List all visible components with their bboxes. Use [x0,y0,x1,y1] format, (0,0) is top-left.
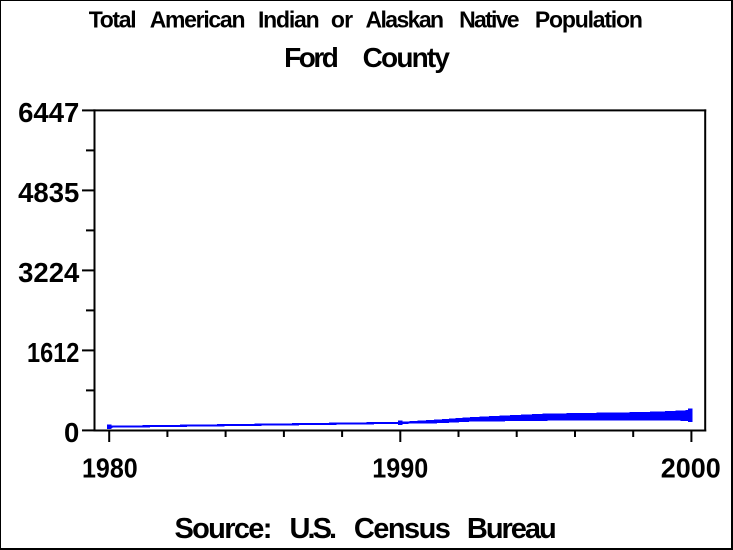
svg-text:6447: 6447 [18,97,79,128]
svg-text:Source:: Source: [175,513,273,545]
svg-text:U.S.: U.S. [290,513,338,545]
svg-text:3224: 3224 [18,257,80,288]
svg-text:Ford: Ford [284,42,339,73]
svg-text:0: 0 [64,417,79,448]
svg-text:1990: 1990 [372,453,428,484]
svg-text:2000: 2000 [661,453,721,484]
svg-text:County: County [363,42,451,73]
svg-text:Native: Native [459,7,519,33]
svg-text:1612: 1612 [27,337,79,368]
svg-text:Population: Population [535,7,643,33]
svg-text:Bureau: Bureau [467,513,557,545]
svg-text:Alaskan: Alaskan [366,7,445,33]
svg-text:or: or [331,7,353,33]
svg-text:Census: Census [354,513,451,545]
svg-text:Total: Total [89,7,137,33]
svg-text:American: American [150,7,246,33]
svg-text:1980: 1980 [82,453,138,484]
svg-text:4835: 4835 [18,177,79,208]
svg-text:Indian: Indian [258,7,320,33]
